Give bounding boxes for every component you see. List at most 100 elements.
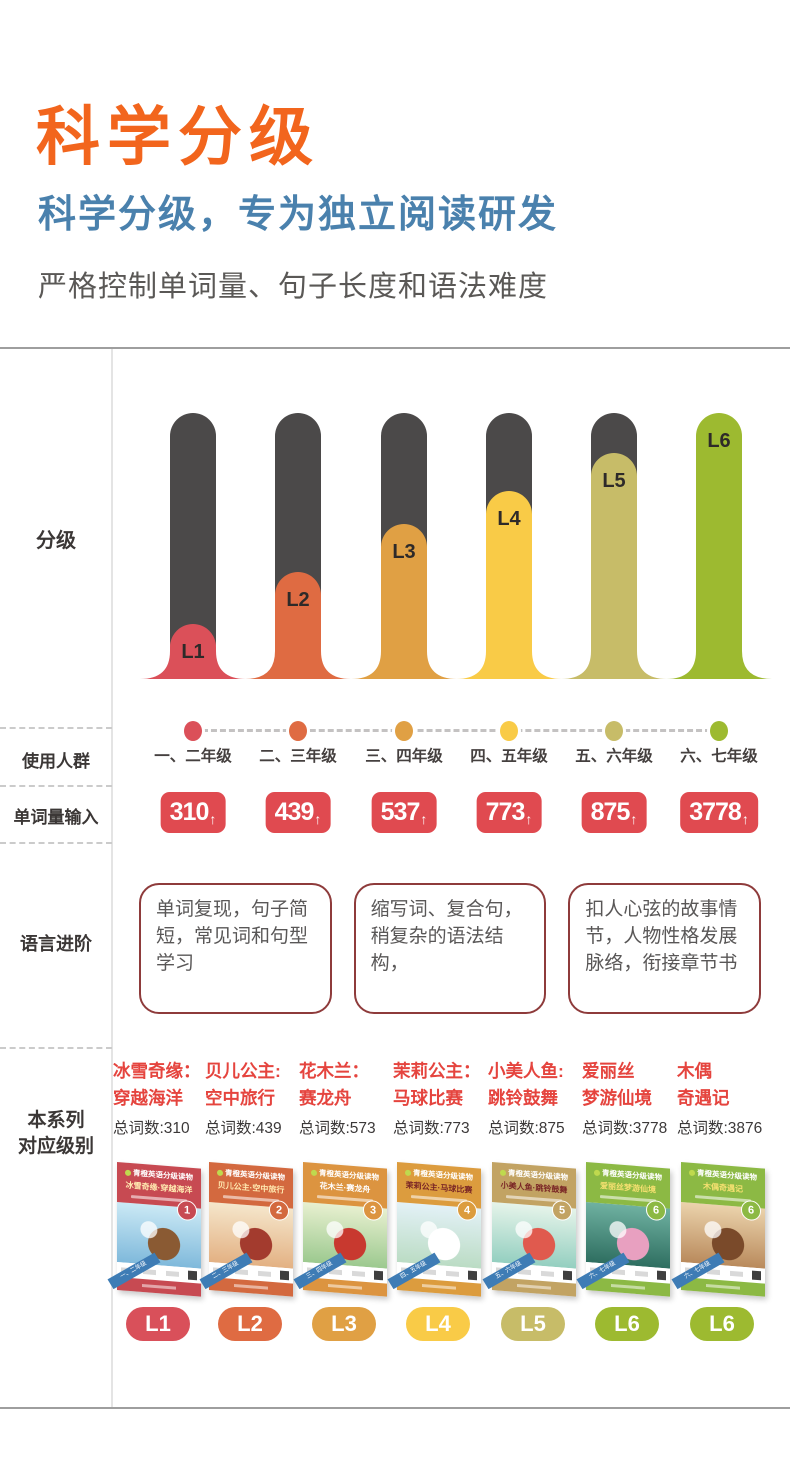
word-count-value: 875: [590, 798, 631, 826]
level-bar-fill: [456, 491, 562, 679]
info-text-bar: [351, 1270, 365, 1277]
level-pill: L3: [312, 1307, 376, 1341]
book-title-line: 爱丽丝: [582, 1061, 635, 1081]
grade-label: 一、二年级: [154, 748, 232, 765]
brand-logo-icon: [405, 1169, 411, 1176]
level-bar-fill: [561, 453, 667, 679]
book-cover: 青橙英语分级读物 贝儿公主·空中旅行 2 二、三年级: [199, 1162, 293, 1297]
level-bar-fill: [245, 572, 351, 679]
level-bar-fill: [351, 524, 457, 679]
brand-logo-icon: [125, 1169, 131, 1176]
word-count-value: 439: [274, 798, 315, 826]
level-bar-label: L4: [497, 508, 521, 530]
book-title-line: 茉莉公主：: [393, 1061, 481, 1081]
book-title-line: 贝儿公主:: [205, 1061, 281, 1081]
row-label-audience: 使用人群: [22, 752, 90, 771]
level-pill: L6: [690, 1307, 754, 1341]
book-cover: 青橙英语分级读物 小美人鱼·跳铃鼓舞 5 五、六年级: [482, 1162, 576, 1297]
row-label-language: 语言进阶: [20, 934, 92, 954]
grade-dot-icon: [500, 721, 518, 741]
level-number-badge: 1: [177, 1199, 197, 1222]
book-title: 爱丽丝 梦游仙境 总词数:3778: [582, 1058, 678, 1138]
info-text-bar: [257, 1270, 271, 1277]
row-divider-dashed: [0, 785, 112, 787]
word-count-badge: 3778 ↑: [680, 792, 758, 833]
qr-code-icon: [187, 1270, 197, 1281]
qr-code-icon: [279, 1270, 289, 1281]
level-bar-label: L3: [392, 541, 415, 563]
word-count-value: 310: [169, 798, 210, 826]
row-label-series: 本系列 对应级别: [0, 1108, 112, 1160]
book-total-words: 总词数:3778: [582, 1120, 668, 1137]
brand-logo-icon: [689, 1169, 695, 1176]
publisher-text-bar: [517, 1283, 551, 1290]
word-count-badge: 875 ↑: [581, 792, 647, 833]
word-count-badge: 439 ↑: [265, 792, 331, 833]
book-title: 花木兰： 赛龙舟 总词数:573: [299, 1058, 395, 1138]
qr-code-icon: [373, 1270, 383, 1281]
grade-dot-icon: [184, 721, 202, 741]
table-border-top: [0, 347, 790, 349]
increase-arrow-icon: ↑: [420, 811, 428, 827]
grade-label: 四、五年级: [470, 748, 548, 765]
row-divider-dashed: [0, 1047, 112, 1049]
grade-label: 五、六年级: [575, 748, 653, 765]
grade-dots-track: [193, 729, 720, 732]
info-text-bar: [540, 1270, 554, 1277]
brand-logo-icon: [500, 1169, 506, 1176]
qr-code-icon: [751, 1270, 761, 1281]
row-divider-dashed: [0, 842, 112, 844]
book-total-words: 总词数:773: [393, 1120, 470, 1137]
level-bar-label: L2: [286, 589, 309, 611]
level-bar-label: L5: [602, 470, 625, 492]
increase-arrow-icon: ↑: [741, 811, 749, 827]
level-bar-fill: [666, 413, 772, 679]
level-pill: L1: [126, 1307, 190, 1341]
book-cover: 青橙英语分级读物 花木兰·赛龙舟 3 三、四年级: [293, 1162, 387, 1297]
row-label-grading: 分级: [36, 530, 76, 552]
language-notes-row: 单词复现，句子简短，常见词和句型学习 缩写词、复合句，稍复杂的语法结构， 扣人心…: [139, 883, 762, 1014]
book-title-line: 小美人鱼:: [488, 1061, 564, 1081]
word-count-value: 773: [485, 798, 526, 826]
book-cover: 青橙英语分级读物 茉莉公主·马球比赛 4 四、五年级: [387, 1162, 481, 1297]
word-count-badge: 537 ↑: [371, 792, 437, 833]
book-total-words: 总词数:573: [299, 1120, 376, 1137]
book-title-line: 跳铃鼓舞: [488, 1088, 558, 1108]
book-total-words: 总词数:439: [205, 1120, 282, 1137]
info-text-bar: [634, 1270, 648, 1277]
book-title: 木偶 奇遇记 总词数:3876: [677, 1058, 773, 1138]
publisher-text-bar: [234, 1283, 268, 1290]
grade-dot-icon: [395, 721, 413, 741]
level-number-badge: 3: [363, 1199, 383, 1222]
level-bar-label: L1: [181, 641, 204, 663]
table-border-bottom: [0, 1407, 790, 1409]
brand-logo-icon: [594, 1169, 600, 1176]
word-count-value: 3778: [689, 798, 742, 826]
level-bar-fill: [140, 624, 246, 679]
page-description: 严格控制单词量、句子长度和语法难度: [38, 271, 549, 303]
increase-arrow-icon: ↑: [314, 811, 322, 827]
cover-subtitle-bar: [317, 1195, 373, 1203]
level-bar-track: [170, 413, 216, 665]
language-note-box: 缩写词、复合句，稍复杂的语法结构，: [353, 883, 547, 1014]
level-number-badge: 4: [457, 1199, 477, 1222]
cover-subtitle-bar: [600, 1195, 656, 1203]
brand-logo-icon: [217, 1169, 223, 1176]
book-total-words: 总词数:3876: [677, 1120, 763, 1137]
info-text-bar: [445, 1270, 459, 1277]
book-title-line: 赛龙舟: [299, 1088, 352, 1108]
grade-dot-icon: [710, 721, 728, 741]
row-label-vocab-input: 单词量输入: [13, 808, 99, 827]
book-total-words: 总词数:875: [488, 1120, 565, 1137]
book-title-line: 马球比赛: [393, 1088, 463, 1108]
qr-code-icon: [562, 1270, 572, 1281]
level-bars-chart: L1 L2 L3 L4 L5 L6: [140, 413, 772, 679]
level-pill: L2: [218, 1307, 282, 1341]
cover-subtitle-bar: [223, 1195, 279, 1203]
cover-subtitle-bar: [131, 1195, 187, 1203]
level-number-badge: 5: [552, 1199, 572, 1222]
level-number-badge: 2: [269, 1199, 289, 1222]
word-count-badge: 310 ↑: [160, 792, 226, 833]
info-text-bar: [165, 1270, 179, 1277]
